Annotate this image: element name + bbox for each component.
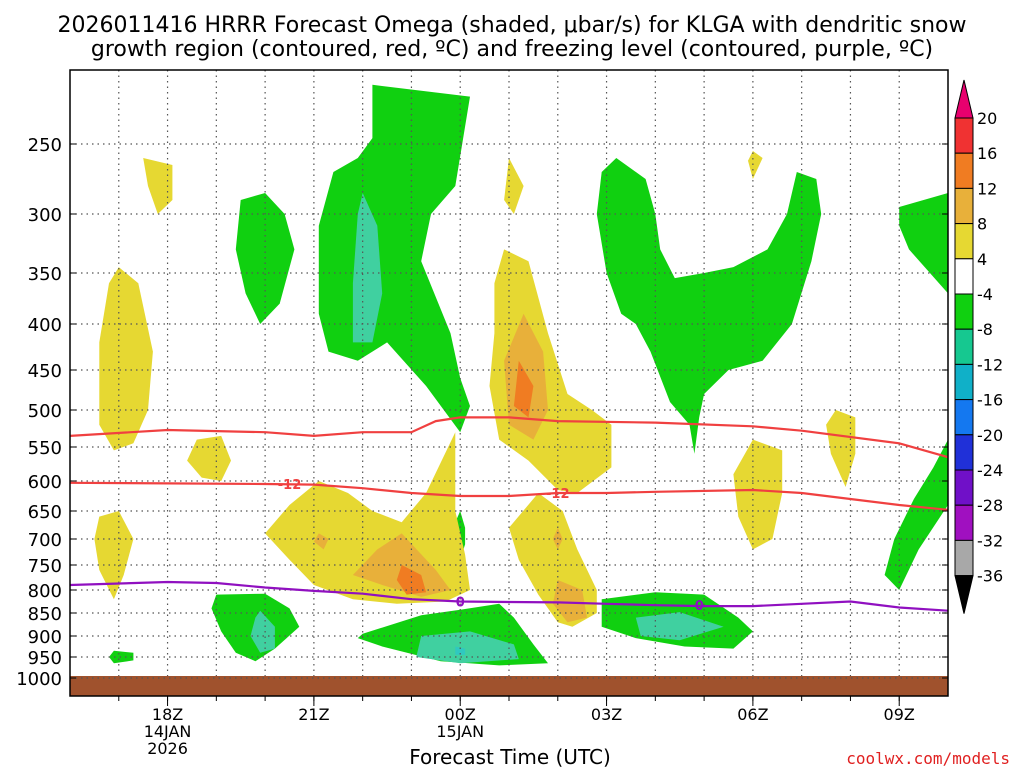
y-tick-label: 500 <box>28 401 62 422</box>
colorbar-label: 8 <box>977 215 987 234</box>
colorbar-label: -36 <box>977 567 1003 586</box>
chart-title-line1: 2026011416 HRRR Forecast Omega (shaded, … <box>58 13 967 38</box>
colorbar-segment <box>954 152 974 189</box>
x-tick-label: 21Z <box>298 705 329 724</box>
x-tick-date: 14JAN <box>144 722 192 741</box>
ground-surface <box>70 676 948 696</box>
credit-text[interactable]: coolwx.com/models <box>846 749 1010 768</box>
x-tick-label: 09Z <box>884 705 915 724</box>
contour-labels: -12 -12 0 0 <box>278 478 704 614</box>
colorbar-label: -24 <box>977 461 1003 480</box>
colorbar-segment <box>954 117 974 154</box>
colorbar: 20 16 12 8 4 -4 -8 -12 -16 -20 -24 -28 -32 -36 <box>954 79 1003 614</box>
y-tick-label: 800 <box>28 581 62 602</box>
y-tick-label: 550 <box>28 438 62 459</box>
x-tick-label: 03Z <box>591 705 622 724</box>
teal-core-low-center <box>416 631 519 664</box>
contour-lines <box>70 416 948 612</box>
green-region-small-dot <box>109 650 134 664</box>
colorbar-segment <box>954 539 974 577</box>
pressure-axis: 2503003504004505005506006507007508008509… <box>16 135 948 690</box>
x-axis-label: Forecast Time (UTC) <box>409 745 611 768</box>
freezing-level-contour <box>70 580 948 612</box>
x-tick-year: 2026 <box>147 739 188 758</box>
teal-core-low-right <box>635 612 724 641</box>
dgz-top-contour <box>70 416 948 459</box>
x-tick-label: 06Z <box>737 705 768 724</box>
yellow-region-mid-left <box>187 435 231 481</box>
dgz-bottom-contour <box>70 481 948 511</box>
y-tick-label: 900 <box>28 627 62 648</box>
yellow-region-right <box>733 439 783 550</box>
colorbar-bottom-arrow <box>954 575 974 614</box>
contour-label: -12 <box>546 487 570 502</box>
x-tick-date: 15JAN <box>436 722 484 741</box>
contour-label: -12 <box>278 478 302 493</box>
x-tick-label: 18Z <box>152 705 183 724</box>
colorbar-label: -16 <box>977 391 1003 410</box>
y-tick-label: 600 <box>28 472 62 493</box>
gold-core-small <box>313 533 329 550</box>
plot-grid <box>70 70 948 679</box>
y-tick-label: 1000 <box>16 669 62 690</box>
y-tick-label: 400 <box>28 315 62 336</box>
orange-core-center <box>513 360 534 418</box>
colorbar-segment <box>954 187 974 225</box>
colorbar-segment <box>954 469 974 506</box>
colorbar-label: 4 <box>977 250 987 269</box>
chart-title: 2026011416 HRRR Forecast Omega (shaded, … <box>58 13 967 62</box>
colorbar-label: -12 <box>977 355 1003 374</box>
y-tick-label: 850 <box>28 604 62 625</box>
colorbar-label: 20 <box>977 109 997 128</box>
colorbar-segment <box>954 399 974 436</box>
colorbar-label: -32 <box>977 531 1003 550</box>
y-tick-label: 650 <box>28 502 62 523</box>
colorbar-segment <box>954 363 974 401</box>
yellow-region-top-mid <box>504 158 524 214</box>
colorbar-label: 12 <box>977 179 997 198</box>
yellow-region-top-left <box>143 158 173 214</box>
contour-label: 0 <box>456 596 465 611</box>
contour-label: 0 <box>695 599 704 614</box>
colorbar-label: -28 <box>977 496 1003 515</box>
colorbar-label: -8 <box>977 320 993 339</box>
yellow-region-top-right <box>748 151 763 179</box>
green-region-upper-center <box>318 84 470 433</box>
x-tick-label: 00Z <box>445 705 476 724</box>
colorbar-segment <box>954 504 974 541</box>
green-region-far-right <box>899 193 948 294</box>
y-tick-label: 450 <box>28 361 62 382</box>
colorbar-segment <box>954 328 974 365</box>
y-tick-label: 250 <box>28 135 62 156</box>
y-tick-label: 700 <box>28 530 62 551</box>
colorbar-segment <box>954 223 974 260</box>
colorbar-segment <box>954 258 974 295</box>
chart-title-line2: growth region (contoured, red, ºC) and f… <box>91 37 933 62</box>
green-region-lower-right <box>884 439 948 590</box>
omega-shading <box>70 84 948 696</box>
yellow-region-upper-left <box>99 267 153 451</box>
colorbar-segment <box>954 293 974 330</box>
yellow-region-low-left <box>94 511 134 600</box>
cyan-core-dot <box>455 646 466 655</box>
y-tick-label: 750 <box>28 556 62 577</box>
green-region-upper-right <box>596 158 822 454</box>
teal-core-low-left <box>250 610 275 653</box>
gold-core-low-mid <box>552 580 587 623</box>
yellow-region-center <box>489 249 612 493</box>
y-tick-label: 350 <box>28 264 62 285</box>
colorbar-top-arrow <box>954 79 974 119</box>
colorbar-segment <box>954 434 974 471</box>
colorbar-label: -4 <box>977 285 993 304</box>
teal-core-upper <box>352 193 383 343</box>
y-tick-label: 950 <box>28 648 62 669</box>
colorbar-label: 16 <box>977 144 997 163</box>
orange-core-low <box>396 565 427 595</box>
yellow-region-far-right <box>826 410 856 487</box>
colorbar-label: -20 <box>977 426 1003 445</box>
y-tick-label: 300 <box>28 205 62 226</box>
